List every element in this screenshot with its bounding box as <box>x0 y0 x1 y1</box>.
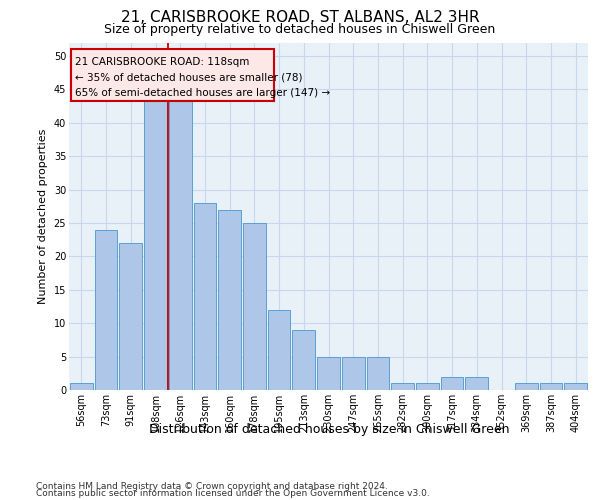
Y-axis label: Number of detached properties: Number of detached properties <box>38 128 48 304</box>
Text: Contains public sector information licensed under the Open Government Licence v3: Contains public sector information licen… <box>36 489 430 498</box>
Text: 21 CARISBROOKE ROAD: 118sqm: 21 CARISBROOKE ROAD: 118sqm <box>74 57 249 67</box>
Bar <box>466 376 488 390</box>
Bar <box>391 384 414 390</box>
Bar <box>539 384 562 390</box>
Bar <box>243 223 266 390</box>
Text: Distribution of detached houses by size in Chiswell Green: Distribution of detached houses by size … <box>149 422 509 436</box>
Text: Contains HM Land Registry data © Crown copyright and database right 2024.: Contains HM Land Registry data © Crown c… <box>36 482 388 491</box>
FancyBboxPatch shape <box>71 49 274 102</box>
Bar <box>515 384 538 390</box>
Text: 21, CARISBROOKE ROAD, ST ALBANS, AL2 3HR: 21, CARISBROOKE ROAD, ST ALBANS, AL2 3HR <box>121 10 479 25</box>
Bar <box>95 230 118 390</box>
Bar <box>317 356 340 390</box>
Bar <box>169 90 191 390</box>
Bar <box>342 356 365 390</box>
Bar <box>416 384 439 390</box>
Bar <box>564 384 587 390</box>
Text: 65% of semi-detached houses are larger (147) →: 65% of semi-detached houses are larger (… <box>74 88 330 98</box>
Bar <box>119 243 142 390</box>
Bar <box>292 330 315 390</box>
Bar <box>70 384 93 390</box>
Text: Size of property relative to detached houses in Chiswell Green: Size of property relative to detached ho… <box>104 22 496 36</box>
Bar <box>441 376 463 390</box>
Bar <box>218 210 241 390</box>
Bar <box>268 310 290 390</box>
Bar <box>367 356 389 390</box>
Bar <box>194 203 216 390</box>
Bar <box>144 90 167 390</box>
Text: ← 35% of detached houses are smaller (78): ← 35% of detached houses are smaller (78… <box>74 72 302 83</box>
